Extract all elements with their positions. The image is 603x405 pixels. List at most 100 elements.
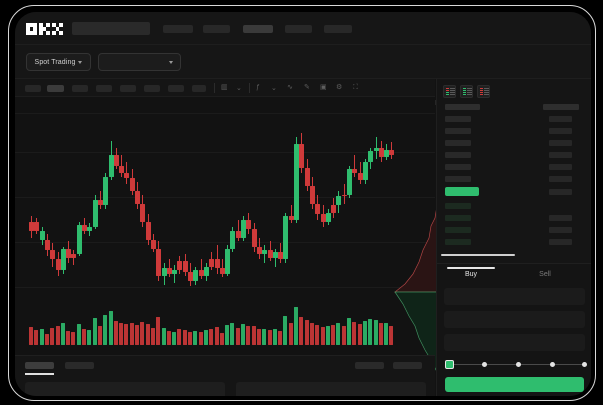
nav-item-5[interactable] [324,25,352,33]
search-input[interactable] [72,22,150,35]
toolbar-divider [214,83,215,93]
chevron-down-icon[interactable]: ⌄ [271,85,277,92]
bottom-card-1[interactable] [25,382,225,396]
volume-bar [135,324,139,345]
orderbook-view-modes [443,85,490,98]
candle-body [357,173,363,181]
candle-body [283,216,289,260]
orderbook-depth-slider[interactable] [441,254,515,256]
fullscreen-icon[interactable]: ⛶ [353,84,358,91]
ob-mode-asks-icon[interactable] [477,85,490,98]
candle-body [225,248,231,274]
bottom-action-1[interactable] [355,362,384,369]
line-chart-icon[interactable]: ∿ [287,84,293,91]
timeframe-3[interactable] [72,85,88,92]
candle-body [124,173,130,179]
orderbook-ask-qty [549,176,572,182]
orderbook-panel [436,79,591,263]
settings-icon[interactable]: ⚙ [336,84,343,91]
volume-bar [331,324,336,345]
timeframe-6[interactable] [144,85,160,92]
orderbook-bid-row[interactable] [445,215,471,221]
orderbook-ask-row[interactable] [445,128,471,134]
candle-wick [274,248,276,267]
volume-bar [357,324,362,345]
orderbook-ask-qty [549,152,572,158]
timeframe-1[interactable] [25,85,41,92]
ob-mode-bids-icon[interactable] [460,85,473,98]
orderbook-ask-row[interactable] [445,164,471,170]
timeframe-5[interactable] [120,85,136,92]
volume-bar [145,323,150,345]
candle-body [378,147,384,157]
amount-slider[interactable] [445,360,587,369]
volume-bar [235,327,240,345]
volume-bar [315,325,320,345]
volume-bar [66,330,71,345]
nav-item-2[interactable] [203,25,230,33]
timeframe-4[interactable] [96,85,112,92]
nav-item-3[interactable] [243,25,273,33]
orderbook-bid-row[interactable] [445,239,471,245]
chevron-down-icon[interactable]: ⌄ [236,85,242,92]
timeframe-7[interactable] [168,85,184,92]
total-field[interactable] [444,334,585,351]
toolbar-divider [249,83,250,93]
gridline [15,113,435,114]
indicator-icon[interactable]: ƒ [256,84,260,91]
slider-stop-75[interactable] [550,362,555,367]
candle-body [373,147,379,152]
candle-body [108,155,114,177]
candle-wick [264,245,266,263]
active-tab-underline [447,267,495,269]
volume-bar [362,320,367,345]
orderbook-ask-row[interactable] [445,152,471,158]
ob-mode-combined-icon[interactable] [443,85,456,98]
chevron-down-icon [78,60,83,64]
amount-field[interactable] [444,311,585,328]
timeframe-8[interactable] [192,85,206,92]
pair-select[interactable] [98,53,181,71]
orderbook-bid-row[interactable] [445,203,471,209]
bottom-card-2[interactable] [236,382,426,396]
camera-icon[interactable]: ▣ [320,84,327,91]
candlestick-icon[interactable]: ▥ [221,84,228,91]
pencil-icon[interactable]: ✎ [304,84,310,91]
volume-bar [140,321,145,345]
orderbook-ask-qty [549,116,572,122]
volume-bar [219,332,224,345]
timeframe-2[interactable] [47,85,64,92]
buy-submit-button[interactable] [445,377,584,392]
price-field[interactable] [444,288,585,305]
slider-stop-100[interactable] [582,362,587,367]
candle-body [97,200,103,206]
nav-item-4[interactable] [285,25,312,33]
candle-body [230,230,236,249]
tab-sell[interactable]: Sell [539,271,551,278]
slider-stop-25[interactable] [482,362,487,367]
orderbook-ask-row[interactable] [445,140,471,146]
nav-item-1[interactable] [163,25,193,33]
slider-handle[interactable] [445,360,454,369]
orderbook-ask-row[interactable] [445,116,471,122]
okx-logo-k [39,23,50,35]
bottom-tab-open-orders[interactable] [25,362,54,369]
tab-buy[interactable]: Buy [464,271,478,278]
candle-body [92,200,98,227]
okx-logo[interactable] [26,23,64,35]
candle-wick [359,162,361,184]
candle-body [60,248,66,271]
volume-bar [256,328,261,345]
volume-bar [352,321,357,345]
volume-bar [188,332,192,345]
candle-body [76,225,82,254]
candle-body [87,227,93,231]
orderbook-bid-row[interactable] [445,227,471,233]
bottom-tab-order-history[interactable] [65,362,94,369]
slider-stop-50[interactable] [516,362,521,367]
bottom-action-2[interactable] [393,362,422,369]
orderbook-ask-row[interactable] [445,176,471,182]
market-type-select[interactable]: Spot Trading [26,53,91,71]
price-chart[interactable] [15,97,441,389]
volume-bar [384,322,389,345]
